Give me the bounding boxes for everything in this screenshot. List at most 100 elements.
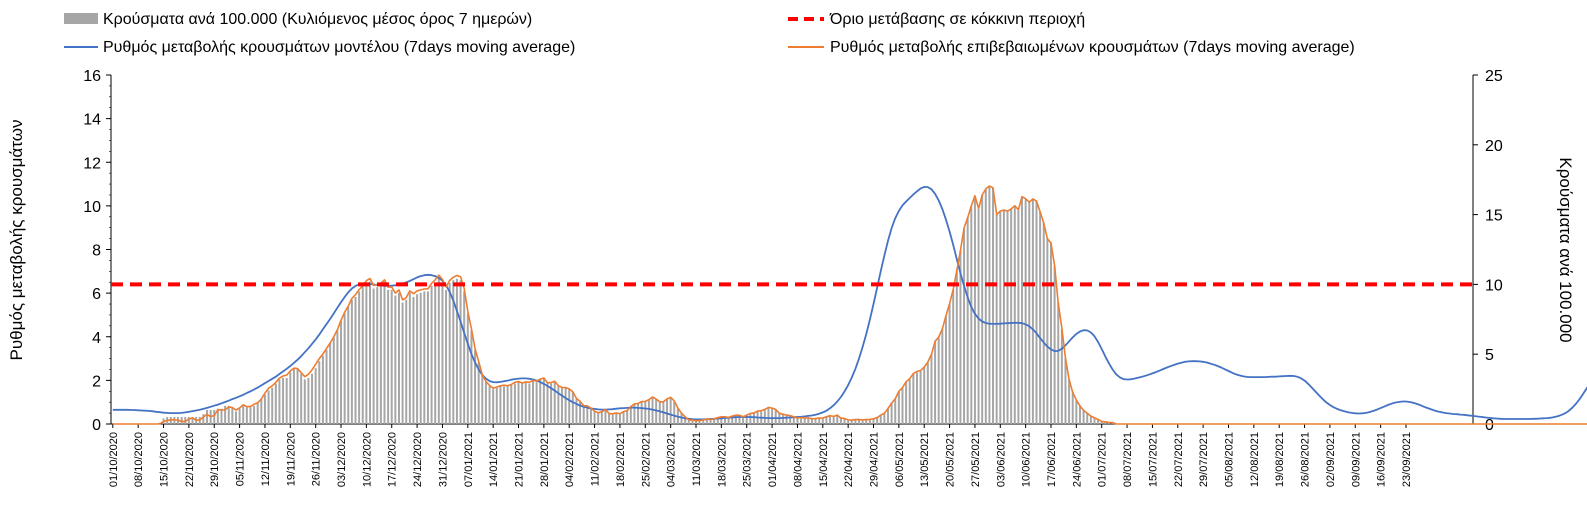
x-tick-label: 19/08/2021 bbox=[1274, 432, 1286, 487]
legend-item-confirmed: Ρυθμός μεταβολής επιβεβαιωμένων κρουσμάτ… bbox=[788, 39, 1355, 56]
x-tick-label: 05/08/2021 bbox=[1223, 432, 1235, 487]
x-tick-label: 19/11/2020 bbox=[285, 432, 297, 486]
bar bbox=[1086, 412, 1089, 424]
bar bbox=[401, 302, 404, 424]
x-tick-label: 04/03/2021 bbox=[666, 432, 678, 487]
bar bbox=[1089, 415, 1092, 424]
bar bbox=[358, 291, 361, 424]
bar bbox=[796, 418, 799, 424]
bar bbox=[963, 228, 966, 424]
bar bbox=[1024, 199, 1027, 424]
y-left-tick-label: 8 bbox=[92, 243, 101, 260]
bar bbox=[807, 418, 810, 424]
bar bbox=[818, 418, 821, 424]
bar bbox=[894, 398, 897, 424]
bar bbox=[285, 377, 288, 424]
bar bbox=[340, 320, 343, 424]
bar bbox=[256, 403, 259, 424]
bar bbox=[673, 401, 676, 424]
legend-label-threshold: Όριο μετάβασης σε κόκκινη περιοχή bbox=[829, 11, 1085, 28]
bar bbox=[546, 383, 549, 424]
bar bbox=[1082, 410, 1085, 424]
bar bbox=[879, 415, 882, 424]
bar bbox=[745, 415, 748, 424]
bar bbox=[571, 391, 574, 424]
bar bbox=[1046, 238, 1049, 424]
bar bbox=[948, 303, 951, 424]
bar bbox=[912, 373, 915, 424]
x-tick-label: 27/05/2021 bbox=[970, 432, 982, 487]
bar bbox=[611, 414, 614, 424]
x-tick-label: 01/10/2020 bbox=[108, 432, 120, 487]
bar bbox=[651, 397, 654, 424]
bar bbox=[1071, 391, 1074, 424]
bar bbox=[387, 289, 390, 424]
bar bbox=[361, 285, 364, 424]
bar bbox=[999, 211, 1002, 424]
bar bbox=[187, 417, 190, 424]
bar bbox=[448, 283, 451, 424]
x-tick-label: 24/06/2021 bbox=[1071, 432, 1083, 487]
bar bbox=[858, 419, 861, 424]
bar bbox=[647, 400, 650, 424]
bar bbox=[803, 418, 806, 424]
bar bbox=[224, 405, 227, 424]
bar bbox=[850, 419, 853, 424]
bar bbox=[586, 405, 589, 424]
bar bbox=[720, 417, 723, 424]
bar bbox=[263, 394, 266, 424]
bar bbox=[430, 285, 433, 424]
bar bbox=[854, 419, 857, 424]
y-right-tick-label: 20 bbox=[1485, 138, 1503, 155]
bar bbox=[560, 387, 563, 424]
bar bbox=[937, 337, 940, 424]
y-left-tick-label: 6 bbox=[92, 286, 101, 303]
bar bbox=[658, 401, 661, 424]
bar bbox=[829, 415, 832, 424]
bar bbox=[637, 403, 640, 424]
bar bbox=[876, 417, 879, 424]
bar bbox=[1078, 405, 1081, 424]
x-tick-label: 25/03/2021 bbox=[742, 432, 754, 487]
bar bbox=[727, 417, 730, 424]
bar bbox=[510, 384, 513, 424]
bar bbox=[513, 383, 516, 424]
bar bbox=[470, 330, 473, 424]
bar bbox=[930, 354, 933, 424]
x-tick-label: 31/12/2020 bbox=[437, 432, 449, 487]
legend-item-bars: Κρούσματα ανά 100.000 (Κυλιόμενος μέσος … bbox=[64, 11, 532, 28]
bar bbox=[517, 382, 520, 424]
bar bbox=[814, 418, 817, 424]
bar bbox=[1013, 206, 1016, 424]
bar bbox=[995, 214, 998, 424]
bar bbox=[890, 403, 893, 424]
bar bbox=[416, 294, 419, 424]
x-tick-label: 20/05/2021 bbox=[945, 432, 957, 487]
bar bbox=[412, 296, 415, 424]
bar bbox=[582, 405, 585, 424]
bar bbox=[821, 418, 824, 424]
bar bbox=[868, 419, 871, 424]
bar bbox=[1053, 266, 1056, 424]
bar bbox=[981, 195, 984, 424]
y-left-tick-label: 2 bbox=[92, 373, 101, 390]
bar bbox=[300, 373, 303, 424]
bar bbox=[691, 419, 694, 424]
model-rate-line bbox=[112, 185, 1587, 421]
x-tick-label: 16/09/2021 bbox=[1376, 432, 1388, 487]
bar bbox=[705, 419, 708, 424]
x-tick-label: 18/03/2021 bbox=[716, 432, 728, 487]
bar bbox=[426, 291, 429, 424]
bar bbox=[542, 377, 545, 424]
bar bbox=[926, 362, 929, 424]
bar bbox=[329, 343, 332, 424]
bar bbox=[687, 419, 690, 424]
x-tick-label: 05/11/2020 bbox=[235, 432, 247, 486]
bar bbox=[626, 410, 629, 424]
bar bbox=[771, 408, 774, 424]
x-tick-label: 09/09/2021 bbox=[1350, 432, 1362, 487]
bar bbox=[959, 250, 962, 424]
bar bbox=[633, 404, 636, 424]
bar bbox=[640, 401, 643, 424]
